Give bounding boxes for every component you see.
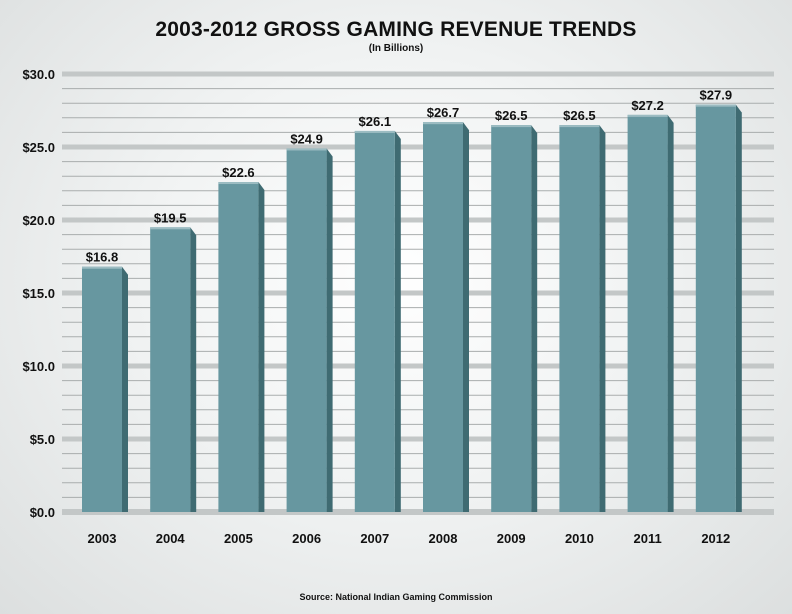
data-label: $22.6 [222, 165, 255, 180]
bar-top [423, 122, 463, 125]
x-tick-label: 2005 [224, 531, 253, 546]
y-tick-label: $30.0 [22, 67, 55, 82]
x-tick-label: 2003 [88, 531, 117, 546]
bar-top [491, 125, 532, 128]
bar-side [190, 227, 197, 513]
bar [150, 227, 191, 513]
y-tick-label: $25.0 [22, 140, 55, 155]
bar-side [258, 182, 265, 513]
bar [559, 125, 600, 512]
x-tick-label: 2010 [565, 531, 594, 546]
y-tick-label: $5.0 [30, 432, 55, 447]
data-label: $26.1 [359, 114, 392, 129]
x-tick-label: 2009 [497, 531, 526, 546]
bar-side [326, 148, 333, 512]
data-label: $16.8 [86, 250, 119, 265]
x-tick-label: 2008 [429, 531, 458, 546]
chart-subtitle: (In Billions) [368, 43, 424, 54]
bar-top [286, 148, 327, 151]
source-note: Source: National Indian Gaming Commissio… [299, 592, 493, 602]
bar-top [218, 182, 259, 185]
data-label: $27.9 [700, 88, 733, 103]
y-tick-label: $15.0 [22, 286, 55, 301]
bar [354, 130, 395, 512]
data-label: $24.9 [290, 131, 323, 146]
data-label: $26.7 [427, 105, 460, 120]
y-tick-label: $10.0 [22, 359, 55, 374]
bar-top [82, 266, 122, 269]
bar [218, 182, 259, 513]
x-tick-label: 2004 [156, 531, 186, 546]
x-tick-label: 2011 [633, 531, 661, 546]
bar [695, 104, 736, 512]
bar [491, 125, 532, 512]
y-tick-label: $0.0 [30, 505, 55, 520]
bar [423, 122, 463, 513]
x-tick-label: 2007 [360, 531, 389, 546]
bar [82, 266, 122, 512]
bar-side [667, 114, 674, 512]
bar [286, 148, 327, 512]
bar-side [735, 104, 742, 512]
bar-side [463, 122, 469, 513]
data-label: $26.5 [495, 108, 528, 123]
bar-side [122, 266, 128, 512]
bar-top [559, 125, 600, 128]
bar-top [627, 114, 668, 117]
y-tick-label: $20.0 [22, 213, 55, 228]
data-label: $19.5 [154, 210, 187, 225]
bar-side [599, 125, 606, 512]
x-tick-label: 2012 [701, 531, 730, 546]
bar-side [531, 125, 538, 512]
chart-title: 2003-2012 GROSS GAMING REVENUE TRENDS [155, 18, 637, 41]
x-tick-label: 2006 [292, 531, 321, 546]
data-label: $27.2 [631, 98, 664, 113]
bar-side [394, 130, 401, 512]
bar-top [695, 104, 736, 107]
data-label: $26.5 [563, 108, 596, 123]
bar-top [354, 130, 395, 133]
bar [627, 114, 668, 512]
bar-top [150, 227, 191, 230]
